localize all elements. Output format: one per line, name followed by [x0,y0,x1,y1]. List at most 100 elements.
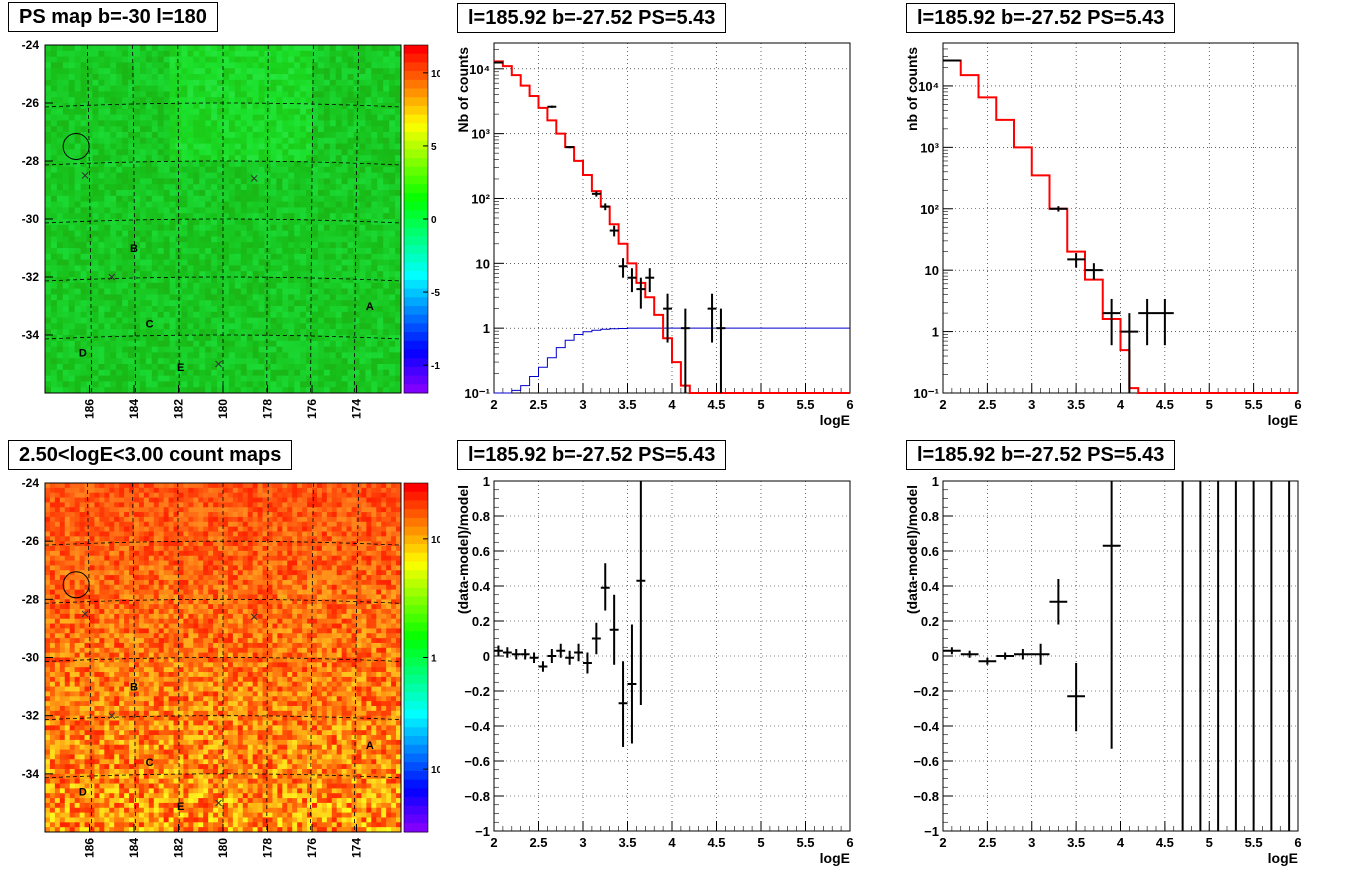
data-point [610,226,619,237]
data-point [979,658,997,665]
x-tick-label: 174 [350,399,364,419]
x-tick-label: 4.5 [1156,835,1174,850]
data-point [1014,649,1032,660]
x-tick-label: 180 [216,399,230,419]
x-tick-label: 3 [579,397,586,412]
count-map-title: 2.50<logE<3.00 count maps [8,440,292,470]
source-label: E [177,801,184,813]
data-point [1050,579,1068,625]
data-point [539,661,548,672]
data-point [1103,299,1121,345]
y-tick-label: -26 [22,534,40,548]
data-point [717,309,726,393]
data-points [494,62,725,393]
colorbar-tick-label: 10 [431,535,440,546]
x-tick-label: 178 [261,399,275,419]
x-tick-label: 5.5 [1245,397,1263,412]
y-tick-label: 0.4 [921,579,940,594]
colorbar-tick-label: 5 [431,142,437,153]
y-tick-label: −0.8 [464,789,490,804]
y-tick-label: 10 [925,263,939,278]
source-label: B [130,682,138,694]
y-tick-label: 10⁴ [918,79,939,94]
source-label: C [146,318,154,330]
y-tick-label: 0 [483,649,490,664]
x-tick-label: 5 [1206,397,1213,412]
y-tick-label: 10⁴ [469,62,490,77]
x-tick-label: 4 [668,397,676,412]
data-point [530,653,539,664]
x-tick-label: 184 [127,838,141,858]
x-tick-label: 2 [490,835,497,850]
data-points [943,481,1289,831]
data-point [592,191,601,196]
x-tick-label: 4 [668,835,676,850]
y-tick-label: -28 [22,592,40,606]
colorbar-tick-label: 1 [431,654,437,665]
y-tick-label: -30 [22,651,40,665]
y-tick-label: -30 [22,212,40,226]
data-point [619,258,628,278]
data-point [619,661,628,747]
x-tick-label: 3.5 [618,397,636,412]
y-tick-label: −0.6 [464,754,490,769]
x-tick-label: 176 [305,399,319,419]
y-tick-label: 0.2 [921,614,939,629]
data-point [583,653,592,674]
x-tick-label: 2 [939,397,946,412]
data-point [565,146,574,148]
y-tick-label: 10 [476,256,490,271]
data-point [645,268,654,292]
data-point [556,644,565,658]
y-tick-label: −1 [924,824,939,839]
x-tick-label: 5 [757,397,764,412]
x-tick-label: 4 [1117,397,1125,412]
y-tick-label: -32 [22,270,40,284]
x-tick-label: 184 [127,399,141,419]
x-tick-label: 3.5 [1067,397,1085,412]
data-point [1121,313,1139,393]
y-tick-label: −0.8 [913,789,939,804]
x-tick-label: 4.5 [707,835,725,850]
colorbar-tick-label: 0 [431,215,437,226]
data-point [1050,206,1068,211]
y-tick-label: -24 [22,476,40,490]
data-point [996,653,1014,660]
data-point [1156,299,1174,345]
data-points [494,481,645,747]
data-point [512,649,521,660]
x-tick-label: 6 [846,835,853,850]
x-tick-label: 5.5 [796,835,814,850]
x-tick-label: 6 [1294,835,1301,850]
source-label: D [79,786,87,798]
colorbar-tick-label: 10⁻¹ [431,765,440,776]
data-point [708,294,717,343]
data-point [628,268,637,292]
y-tick-label: -34 [22,328,40,342]
data-point [547,106,556,108]
x-tick-label: 5 [1206,835,1213,850]
data-point [1067,253,1085,268]
data-point [636,481,645,705]
x-tick-label: 5.5 [796,397,814,412]
data-point [1138,299,1156,345]
y-tick-label: −0.2 [464,684,490,699]
y-tick-label: -28 [22,154,40,168]
y-tick-label: 1 [483,321,490,336]
spectrum-right-title: l=185.92 b=-27.52 PS=5.43 [906,3,1175,33]
x-tick-label: 5 [757,835,764,850]
y-axis-label: (data-model)/model [455,485,471,614]
x-tick-label: 3 [1028,835,1035,850]
data-point [1085,263,1103,280]
y-tick-label: 0.2 [472,614,490,629]
y-axis-label: Nb of counts [455,47,471,133]
y-tick-label: 1 [932,474,939,489]
x-tick-label: 180 [216,838,230,858]
